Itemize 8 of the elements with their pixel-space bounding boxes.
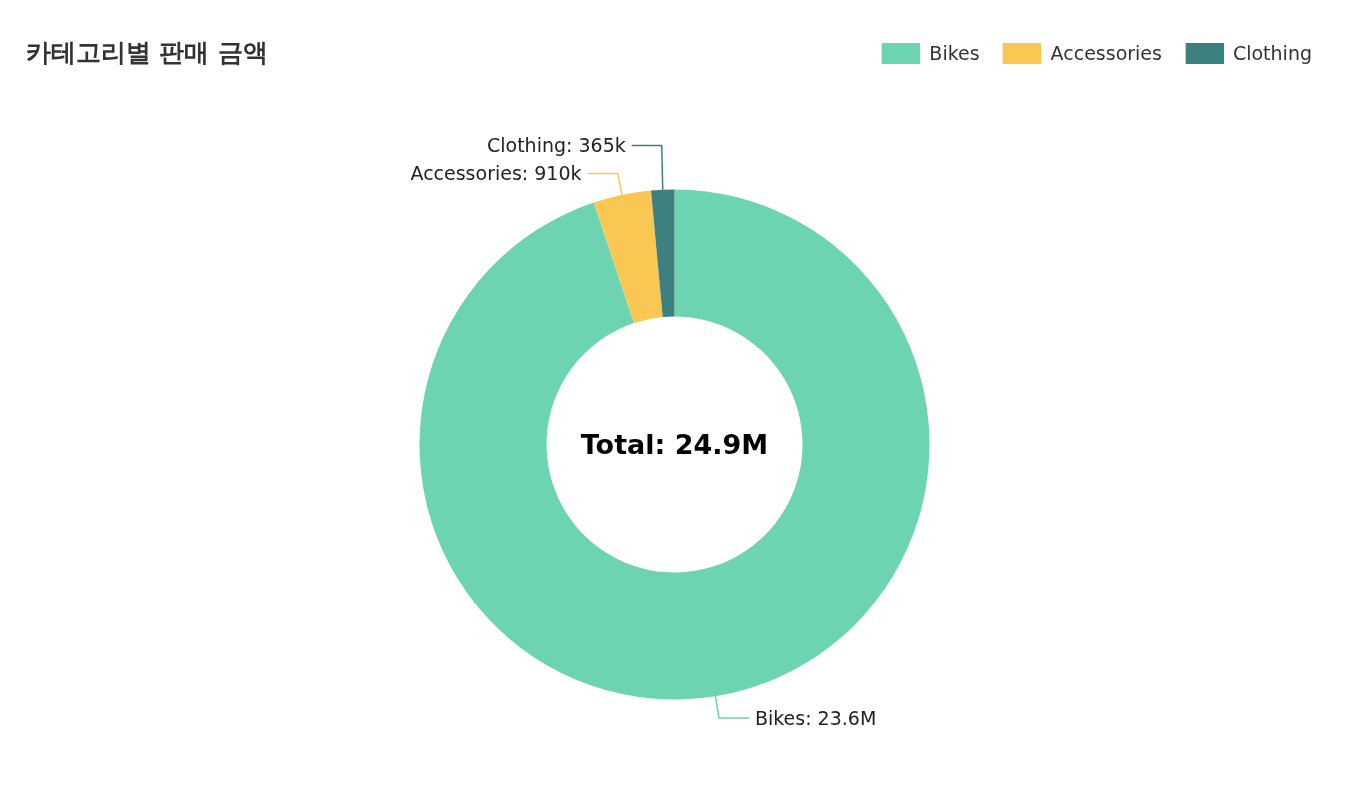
text: 카테고리별 판매 금액	[25, 38, 268, 67]
data-label: Clothing: 365k	[486, 134, 626, 157]
legend-label: Clothing	[1232, 42, 1312, 64]
data-label: Accessories: 910k	[410, 162, 582, 185]
data-label: Bikes: 23.6M	[754, 706, 877, 729]
legend-label: Bikes	[929, 42, 980, 64]
text: Total: 24.9M	[580, 429, 769, 460]
legend-label: Accessories	[1050, 42, 1162, 64]
